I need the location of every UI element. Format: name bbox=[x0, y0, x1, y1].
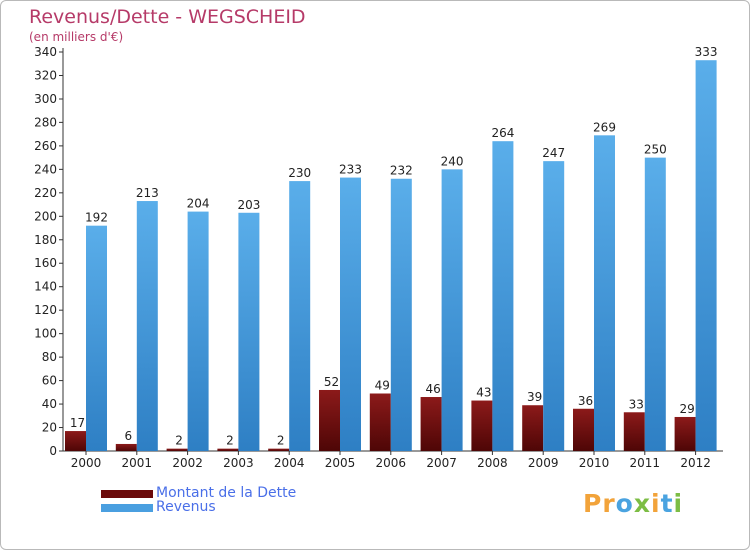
bar-revenus-2003 bbox=[238, 212, 260, 451]
data-label-revenus-2012: 333 bbox=[695, 45, 718, 59]
y-tick-label: 60 bbox=[42, 374, 57, 388]
data-label-dette-2004: 2 bbox=[277, 434, 285, 448]
y-tick-label: 180 bbox=[34, 233, 57, 247]
x-tick-label: 2010 bbox=[579, 456, 610, 470]
bar-revenus-2011 bbox=[644, 157, 666, 451]
data-label-dette-2008: 43 bbox=[476, 386, 491, 400]
x-tick-label: 2008 bbox=[477, 456, 508, 470]
bar-revenus-2005 bbox=[340, 177, 361, 452]
data-label-dette-2000: 17 bbox=[70, 416, 85, 430]
x-tick-label: 2007 bbox=[426, 456, 457, 470]
bar-dette-2002 bbox=[166, 448, 188, 451]
bar-revenus-2009 bbox=[543, 161, 565, 451]
bar-dette-2009 bbox=[522, 405, 544, 451]
y-tick-label: 320 bbox=[34, 68, 57, 82]
bar-revenus-2010 bbox=[594, 135, 615, 451]
data-label-dette-2009: 39 bbox=[527, 390, 542, 404]
bar-revenus-2004 bbox=[289, 181, 311, 451]
data-label-revenus-2002: 204 bbox=[187, 197, 210, 211]
x-tick-label: 2006 bbox=[376, 456, 407, 470]
bar-dette-2007 bbox=[420, 397, 442, 451]
y-tick-label: 340 bbox=[34, 45, 57, 59]
bar-dette-2005 bbox=[319, 389, 340, 451]
bar-dette-2004 bbox=[268, 448, 290, 451]
data-label-revenus-2004: 230 bbox=[288, 166, 311, 180]
y-tick-label: 220 bbox=[34, 186, 57, 200]
data-label-revenus-2010: 269 bbox=[593, 120, 616, 134]
bar-revenus-2006 bbox=[390, 178, 412, 451]
data-label-dette-2006: 49 bbox=[375, 378, 390, 392]
y-tick-label: 120 bbox=[34, 303, 57, 317]
data-label-dette-2012: 29 bbox=[679, 402, 694, 416]
x-tick-label: 2003 bbox=[223, 456, 254, 470]
data-label-revenus-2000: 192 bbox=[85, 211, 108, 225]
y-tick-label: 300 bbox=[34, 92, 57, 106]
legend-swatch-revenus bbox=[101, 504, 153, 512]
x-tick-label: 2002 bbox=[172, 456, 203, 470]
y-tick-label: 160 bbox=[34, 256, 57, 270]
data-label-revenus-2001: 213 bbox=[136, 186, 159, 200]
bar-dette-2006 bbox=[369, 393, 391, 451]
y-tick-label: 100 bbox=[34, 327, 57, 341]
bar-revenus-2012 bbox=[695, 60, 717, 451]
chart-subtitle: (en milliers d'€) bbox=[29, 30, 124, 44]
data-label-revenus-2011: 250 bbox=[644, 143, 667, 157]
y-tick-label: 40 bbox=[42, 397, 57, 411]
data-label-dette-2003: 2 bbox=[226, 434, 234, 448]
data-label-dette-2007: 46 bbox=[425, 382, 440, 396]
x-tick-label: 2004 bbox=[274, 456, 305, 470]
legend-swatch-debt bbox=[101, 490, 153, 498]
bar-dette-2000 bbox=[65, 431, 86, 451]
bar-revenus-2002 bbox=[187, 211, 209, 451]
data-label-revenus-2008: 264 bbox=[491, 126, 514, 140]
data-label-dette-2010: 36 bbox=[578, 394, 593, 408]
data-label-revenus-2006: 232 bbox=[390, 164, 413, 178]
bar-dette-2010 bbox=[573, 408, 594, 451]
data-label-revenus-2003: 203 bbox=[237, 198, 260, 212]
bar-revenus-2001 bbox=[136, 201, 158, 451]
bar-dette-2011 bbox=[623, 412, 645, 451]
x-tick-label: 2011 bbox=[630, 456, 661, 470]
y-tick-label: 140 bbox=[34, 280, 57, 294]
x-tick-label: 2012 bbox=[680, 456, 711, 470]
y-tick-label: 0 bbox=[49, 444, 57, 458]
legend-label-revenus: Revenus bbox=[156, 499, 216, 515]
chart-title: Revenus/Dette - WEGSCHEID bbox=[29, 6, 306, 28]
x-tick-label: 2005 bbox=[325, 456, 356, 470]
bar-dette-2008 bbox=[471, 400, 493, 451]
data-label-dette-2002: 2 bbox=[175, 434, 183, 448]
data-label-dette-2001: 6 bbox=[124, 429, 132, 443]
x-tick-label: 2001 bbox=[122, 456, 153, 470]
data-label-revenus-2005: 233 bbox=[339, 163, 362, 177]
bar-dette-2001 bbox=[115, 443, 137, 451]
data-label-dette-2011: 33 bbox=[629, 397, 644, 411]
y-tick-label: 240 bbox=[34, 162, 57, 176]
legend-label-debt: Montant de la Dette bbox=[156, 485, 297, 501]
data-label-revenus-2007: 240 bbox=[441, 154, 464, 168]
bar-revenus-2007 bbox=[441, 169, 463, 451]
y-tick-label: 80 bbox=[42, 350, 57, 364]
bar-revenus-2008 bbox=[492, 141, 514, 451]
y-tick-label: 260 bbox=[34, 139, 57, 153]
data-label-dette-2005: 52 bbox=[324, 375, 339, 389]
bar-revenus-2000 bbox=[86, 225, 107, 451]
y-tick-label: 280 bbox=[34, 115, 57, 129]
proxiti-logo: Proxiti bbox=[583, 489, 684, 518]
data-label-revenus-2009: 247 bbox=[542, 146, 565, 160]
x-tick-label: 2009 bbox=[528, 456, 559, 470]
y-tick-label: 20 bbox=[42, 421, 57, 435]
bar-dette-2003 bbox=[217, 448, 239, 451]
bar-dette-2012 bbox=[674, 416, 696, 451]
y-tick-label: 200 bbox=[34, 209, 57, 223]
x-tick-label: 2000 bbox=[71, 456, 102, 470]
